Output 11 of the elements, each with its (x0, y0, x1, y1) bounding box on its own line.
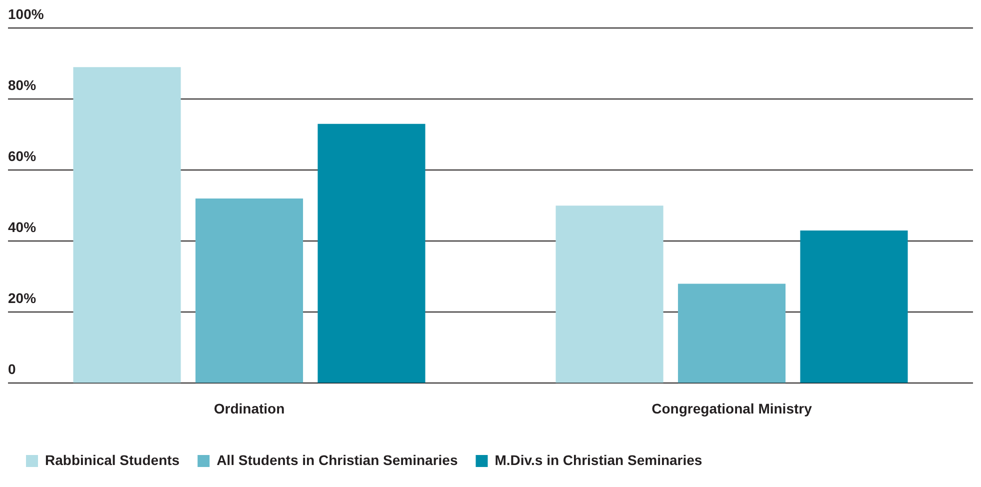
legend-label: All Students in Christian Seminaries (216, 452, 458, 468)
y-tick-label: 0 (8, 361, 16, 378)
x-tick-label: Ordination (214, 400, 285, 416)
y-tick-label: 100% (8, 6, 44, 22)
x-tick-label: Congregational Ministry (652, 400, 812, 416)
y-tick-label: 20% (8, 290, 37, 306)
y-tick-label: 40% (8, 218, 37, 235)
legend-label: Rabbinical Students (45, 452, 180, 468)
y-tick-label: 80% (8, 76, 37, 93)
legend-label: M.Div.s in Christian Seminaries (494, 452, 702, 468)
y-tick-label: 60% (8, 148, 37, 164)
